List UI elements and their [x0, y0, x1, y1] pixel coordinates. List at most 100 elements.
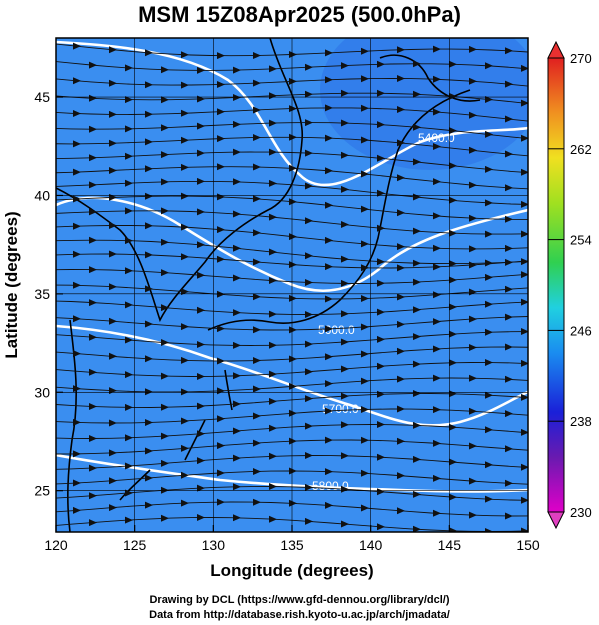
- streamline-arrow: [341, 421, 349, 429]
- streamline-arrow: [217, 498, 225, 506]
- streamline-arrow: [269, 341, 277, 349]
- streamline-arrow: [361, 47, 369, 55]
- cold-pool: [320, 38, 528, 170]
- streamline-arrow: [89, 61, 97, 69]
- colorbar-top-arrow: [547, 40, 565, 59]
- streamline-arrow: [361, 170, 369, 178]
- streamline-arrow: [325, 236, 333, 244]
- streamline-arrow: [233, 454, 241, 462]
- streamline-arrow: [469, 77, 477, 85]
- streamline-arrow: [485, 230, 493, 238]
- streamline-arrow: [361, 240, 369, 248]
- streamline-arrow: [377, 154, 385, 162]
- colorbar-tick-label: 230: [570, 505, 592, 520]
- x-tick-label: 130: [202, 537, 226, 553]
- coastline: [119, 469, 151, 501]
- height-contour: [56, 40, 528, 187]
- streamline-arrow: [325, 501, 333, 509]
- streamline: [56, 151, 528, 174]
- streamline-arrow: [289, 409, 297, 417]
- streamline-arrow: [325, 407, 333, 415]
- streamline-arrow: [469, 511, 477, 519]
- streamline-arrow: [217, 469, 225, 477]
- streamline-arrow: [109, 449, 117, 457]
- streamline-arrow: [109, 250, 117, 258]
- streamline-arrow: [145, 192, 153, 200]
- streamline-arrow: [397, 106, 405, 113]
- streamline-arrow: [413, 421, 421, 429]
- colorbar-bottom-arrow: [547, 511, 565, 530]
- streamline-arrow: [413, 158, 421, 166]
- streamline-arrow: [505, 512, 513, 520]
- streamline-arrow: [485, 96, 493, 103]
- streamline-arrow: [485, 359, 493, 366]
- streamline-arrow: [181, 51, 189, 59]
- streamline-arrow: [109, 283, 117, 291]
- streamline-arrow: [181, 81, 189, 89]
- streamline-arrow: [181, 471, 189, 479]
- streamline-arrow: [397, 507, 405, 515]
- colorbar-tick-label: 238: [570, 414, 592, 429]
- streamline-arrow: [269, 424, 277, 432]
- y-axis-ticks: 25 30 35 40 45: [34, 89, 63, 499]
- height-contour: [56, 453, 528, 493]
- streamline-arrow: [397, 46, 405, 54]
- coastline: [184, 419, 206, 461]
- streamline-arrow: [233, 178, 241, 186]
- streamline-arrow: [449, 60, 457, 68]
- x-tick-label: 125: [123, 537, 147, 553]
- streamline-arrow: [485, 130, 493, 138]
- streamline-arrow: [109, 317, 117, 325]
- streamline-arrow: [449, 359, 457, 367]
- streamline-arrow: [125, 125, 133, 133]
- streamline-arrow: [521, 359, 528, 367]
- streamline-arrow: [161, 151, 169, 159]
- streamline-arrow: [521, 428, 528, 436]
- streamline-arrow: [505, 47, 513, 55]
- streamline-arrow: [125, 516, 133, 524]
- streamline-arrow: [161, 66, 169, 74]
- streamline-arrow: [217, 290, 225, 298]
- streamline-arrow: [505, 479, 513, 487]
- streamline-arrow: [253, 439, 261, 447]
- streamline: [56, 92, 528, 105]
- streamline: [56, 455, 528, 470]
- streamline-arrow: [73, 315, 81, 323]
- streamline: [56, 331, 528, 346]
- streamline-arrow: [325, 104, 333, 112]
- coastline: [379, 54, 481, 102]
- streamline-arrow: [413, 278, 421, 286]
- streamline-arrow: [109, 477, 117, 485]
- streamline-arrow: [253, 385, 261, 393]
- streamline-arrow: [145, 320, 153, 328]
- streamline-arrow: [449, 527, 457, 532]
- streamline-arrow: [217, 108, 225, 116]
- streamline-arrow: [449, 260, 457, 268]
- streamline-arrow: [469, 315, 477, 323]
- streamline-arrow: [397, 320, 405, 328]
- streamline-arrow: [253, 412, 261, 420]
- streamline-arrow: [289, 51, 297, 58]
- streamline-arrow: [253, 229, 261, 237]
- streamline-arrow: [109, 352, 117, 360]
- streamline-arrow: [413, 306, 421, 314]
- streamline-arrow: [161, 459, 169, 467]
- streamline-arrow: [397, 293, 405, 301]
- streamline-arrow: [305, 422, 313, 430]
- streamline-arrow: [181, 417, 189, 425]
- colorbar-ticks: 270 262 254 246 238 230: [548, 51, 592, 520]
- streamline-arrow: [325, 167, 333, 175]
- streamline-arrow: [125, 462, 133, 470]
- streamline-arrow: [217, 442, 225, 450]
- streamline-arrow: [89, 181, 97, 189]
- streamline-arrow: [89, 299, 97, 307]
- streamline-arrow: [89, 266, 97, 274]
- streamline-arrow: [433, 291, 441, 299]
- streamline-arrow: [253, 134, 261, 141]
- streamline-arrow: [289, 355, 297, 363]
- streamline-arrow: [449, 303, 457, 311]
- streamline-arrow: [449, 127, 457, 135]
- height-contour: [56, 324, 528, 427]
- streamline-arrow: [161, 124, 169, 132]
- streamline-arrow: [377, 453, 385, 461]
